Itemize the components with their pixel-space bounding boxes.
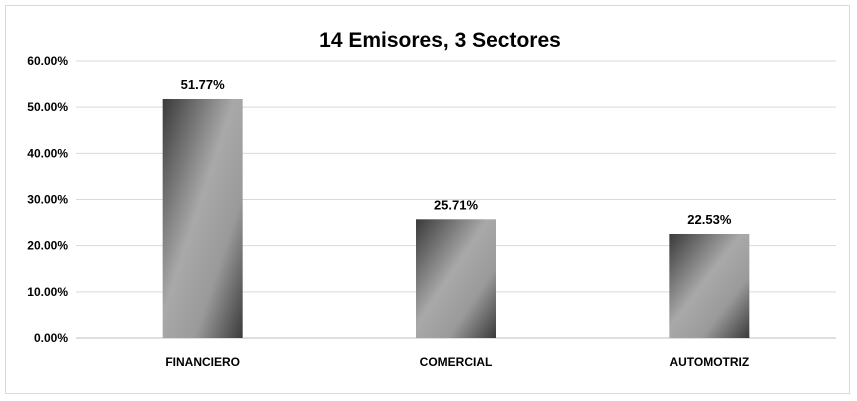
bar-comercial <box>416 219 496 338</box>
y-tick-label: 60.00% <box>27 54 68 68</box>
y-tick-label: 20.00% <box>27 239 68 253</box>
bar-automotriz <box>669 233 750 338</box>
data-label: 51.77% <box>181 77 226 92</box>
chart-title: 14 Emisores, 3 Sectores <box>319 29 561 52</box>
bars <box>162 98 750 338</box>
x-category-label: COMERCIAL <box>420 355 493 369</box>
bar-financiero <box>162 98 243 338</box>
data-labels: 51.77% 25.71% 22.53% <box>181 77 732 227</box>
y-tick-label: 10.00% <box>27 285 68 299</box>
y-tick-label: 50.00% <box>27 100 68 114</box>
data-label: 22.53% <box>687 212 732 227</box>
x-category-label: AUTOMOTRIZ <box>669 355 749 369</box>
y-axis-ticks: 0.00% 10.00% 20.00% 30.00% 40.00% 50.00% 60.00… <box>27 54 68 345</box>
bar-chart: 14 Emisores, 3 Sectores 0.00% 10.00% 20.00… <box>27 29 836 369</box>
y-tick-label: 30.00% <box>27 193 68 207</box>
y-tick-label: 0.00% <box>34 331 68 345</box>
chart-frame: 14 Emisores, 3 Sectores 0.00% 10.00% 20.00… <box>5 5 850 394</box>
x-category-label: FINANCIERO <box>165 355 240 369</box>
x-axis-categories: FINANCIERO COMERCIAL AUTOMOTRIZ <box>165 355 749 369</box>
y-tick-label: 40.00% <box>27 146 68 160</box>
data-label: 25.71% <box>434 197 479 212</box>
